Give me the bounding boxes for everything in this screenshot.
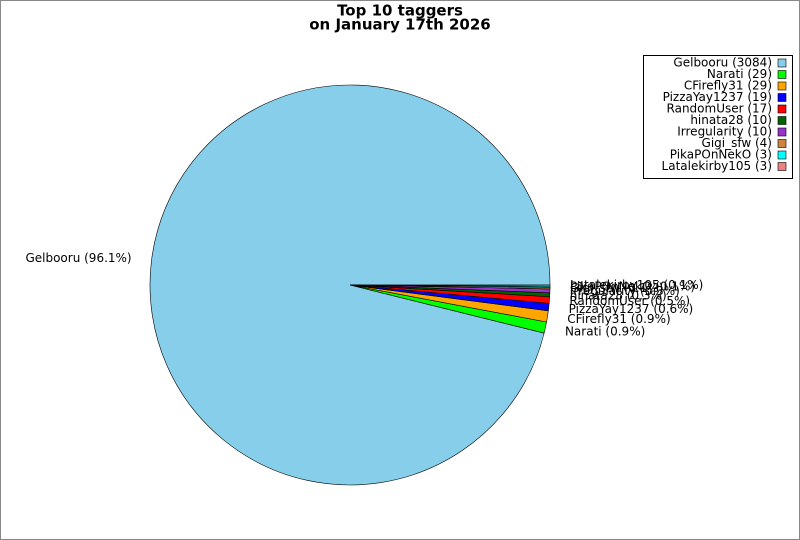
legend-label: PizzaYay1237 (19) (663, 90, 772, 104)
legend-swatch (777, 150, 787, 160)
slice-label: PizzaYay1237 (0.6%) (569, 302, 694, 316)
legend-swatch (777, 162, 787, 171)
legend-label: Irregularity (10) (677, 125, 772, 139)
slice-label: Narati (0.9%) (565, 324, 645, 338)
legend-swatch (777, 104, 787, 114)
legend-label: Narati (29) (707, 67, 772, 81)
pie-slice (349, 284, 551, 287)
slice-label: Gelbooru (96.1%) (25, 251, 131, 265)
legend-swatch (777, 127, 787, 137)
legend-label: Gelbooru (3084) (673, 56, 772, 70)
legend-label: hinata28 (10) (690, 113, 772, 127)
slice-label: CFirefly31 (0.9%) (567, 312, 670, 326)
slice-label: RandomUser (0.5%) (569, 294, 690, 308)
slice-label: Latalekirby105 (0.1%) (570, 278, 703, 292)
legend-swatch (777, 81, 787, 91)
slice-label: PikaPOnNekO (0.1%) (570, 279, 695, 293)
slice-label: Gigi_sfw (0.1%) (570, 281, 663, 295)
legend-swatch (777, 70, 787, 79)
legend-box (643, 55, 793, 179)
legend-swatch (777, 116, 787, 125)
legend-label: Latalekirby105 (3) (662, 159, 772, 173)
legend-swatch (777, 58, 787, 68)
legend-label: CFirefly31 (29) (684, 79, 772, 93)
slice-label: Irregularity (0.3%) (570, 284, 680, 298)
legend-label: PikaPOnNekO (3) (670, 148, 772, 162)
chart-title: Top 10 taggers (337, 2, 463, 20)
legend-label: Gigi_sfw (4) (702, 136, 772, 150)
chart-subtitle: on January 17th 2026 (309, 16, 490, 34)
slice-label: hinata28 (0.3%) (570, 288, 667, 302)
legend-label: RandomUser (17) (667, 102, 772, 116)
legend-swatch (777, 93, 787, 102)
legend-swatch (777, 139, 787, 148)
